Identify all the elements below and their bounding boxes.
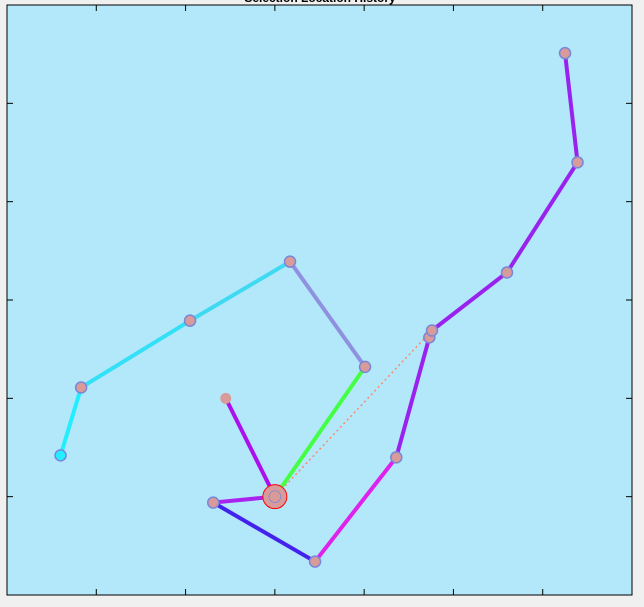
- path-segment: [313, 455, 399, 564]
- path-segment: [430, 270, 509, 333]
- path-segment: [288, 259, 368, 369]
- location-marker: [207, 496, 220, 509]
- location-marker: [571, 156, 584, 169]
- path-segment: [563, 51, 580, 165]
- path-segment: [188, 259, 293, 323]
- link-line: [274, 329, 433, 498]
- path-segment: [394, 335, 432, 460]
- location-marker: [390, 451, 403, 464]
- path-segment: [223, 396, 277, 499]
- location-marker: [183, 314, 197, 327]
- location-marker: [500, 266, 514, 279]
- path-segment: [505, 160, 580, 275]
- location-marker: [74, 381, 88, 394]
- path-segment: [58, 385, 84, 458]
- location-marker: [54, 449, 67, 462]
- location-marker: [558, 46, 572, 60]
- path-segment: [79, 318, 193, 390]
- location-marker: [308, 555, 322, 568]
- location-marker: [425, 324, 439, 337]
- location-marker: [220, 392, 232, 404]
- path-segment: [272, 364, 368, 499]
- path-segment: [211, 500, 318, 564]
- location-marker: [358, 360, 372, 374]
- location-marker: [269, 491, 281, 503]
- chart-title: Selection Location History: [244, 0, 396, 5]
- location-marker: [283, 255, 297, 268]
